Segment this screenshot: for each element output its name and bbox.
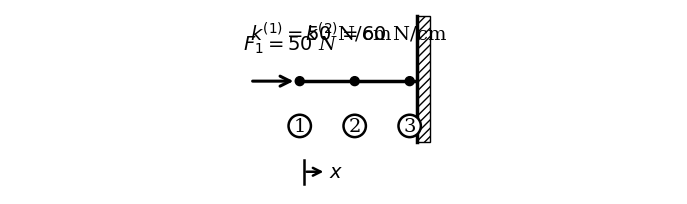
Text: $x$: $x$ bbox=[329, 163, 344, 181]
Text: $k^{(2)} = 60$ N/cm: $k^{(2)} = 60$ N/cm bbox=[305, 21, 447, 45]
Circle shape bbox=[344, 115, 366, 137]
Circle shape bbox=[405, 77, 414, 86]
Text: $k^{(1)} = 50$ N/cm: $k^{(1)} = 50$ N/cm bbox=[251, 21, 392, 45]
Text: $F_1 = 50$ N: $F_1 = 50$ N bbox=[243, 35, 338, 56]
Circle shape bbox=[295, 77, 304, 86]
Circle shape bbox=[398, 115, 421, 137]
Circle shape bbox=[289, 115, 311, 137]
Bar bbox=[417, 17, 431, 143]
Circle shape bbox=[350, 77, 359, 86]
Text: 1: 1 bbox=[293, 117, 306, 135]
Text: 3: 3 bbox=[403, 117, 416, 135]
Text: 2: 2 bbox=[348, 117, 361, 135]
